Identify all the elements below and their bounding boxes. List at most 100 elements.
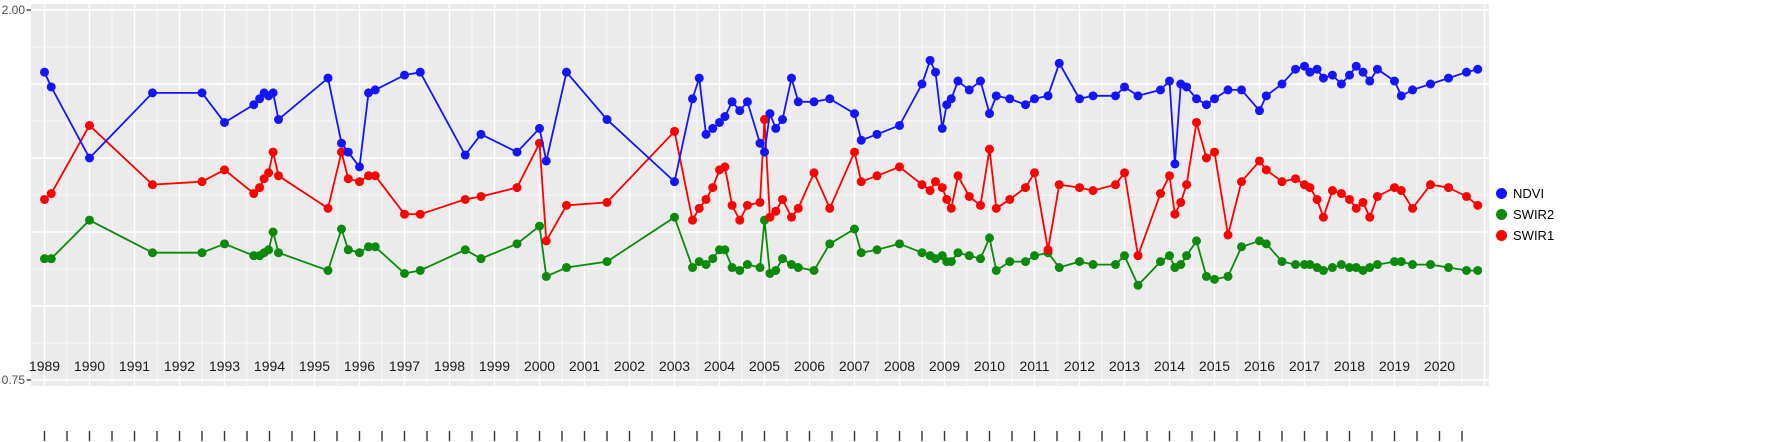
data-point [1444,73,1453,83]
data-point [720,162,730,172]
data-point [1312,64,1322,74]
data-point [562,67,571,77]
data-point [337,224,346,234]
data-point [1088,91,1098,101]
data-point [1408,85,1417,95]
data-point [1210,274,1219,284]
data-point [1365,76,1375,86]
data-point [1351,61,1361,71]
data-point [917,79,927,89]
data-point [1358,265,1368,275]
data-point [701,129,711,139]
x-tick-label: 2012 [1064,358,1095,374]
data-point [1390,76,1399,86]
data-point [264,168,274,178]
data-point [895,239,904,249]
data-point [535,123,544,133]
data-point [946,203,956,213]
data-point [1192,236,1201,246]
data-point [1030,251,1039,261]
data-point [825,94,835,104]
data-point [727,200,737,210]
data-point [735,265,745,275]
data-point [1291,174,1300,184]
data-point [793,203,803,213]
data-point [925,186,935,196]
data-point [1030,94,1039,104]
data-point [1336,79,1346,89]
data-point [85,215,94,225]
data-point [1210,94,1219,104]
data-point [249,189,259,199]
x-tick-label: 2014 [1154,358,1185,374]
data-point [701,194,711,204]
data-point [323,203,333,213]
data-point [1043,245,1053,255]
data-point [1312,194,1322,204]
data-point [1473,200,1483,210]
data-point [850,109,859,119]
data-point [1372,64,1382,74]
data-point [400,268,409,278]
data-point [708,254,718,264]
data-point [670,177,679,187]
data-point [1182,82,1192,92]
series-swir1 [40,115,1483,261]
data-point [793,263,803,273]
data-point [370,85,380,95]
x-tick-label: 1997 [389,358,420,374]
data-point [953,248,963,258]
data-point [1444,183,1453,193]
data-point [825,203,835,213]
data-point [40,67,49,77]
data-point [1030,168,1039,178]
legend-item-swir1: SWIR1 [1496,225,1554,246]
data-point [1473,265,1483,275]
data-point [1156,257,1165,267]
data-point [1170,209,1180,219]
data-point [825,239,835,249]
data-point [40,254,49,264]
data-point [249,100,259,110]
data-point [1305,260,1315,270]
data-point [755,263,765,273]
data-point [268,147,278,157]
x-tick-label: 2004 [704,358,735,374]
data-point [364,171,373,181]
data-point [46,254,56,264]
data-point [85,120,94,130]
x-tick-label: 1996 [344,358,375,374]
data-point [364,242,373,252]
data-point [1170,159,1180,169]
data-point [688,94,697,104]
data-point [1223,271,1233,281]
data-point [541,271,551,281]
x-tick-label: 1991 [119,358,150,374]
data-point [1327,186,1337,196]
data-point [765,212,775,222]
data-point [856,248,866,258]
data-point [337,147,346,157]
data-point [1201,271,1211,281]
data-point [1176,260,1186,270]
data-point [670,212,679,222]
y-tick-label: 2.00 [2,3,26,17]
data-point [1255,106,1264,116]
x-tick-label: 2013 [1109,358,1140,374]
data-point [220,117,229,127]
data-point [1156,189,1165,199]
data-point [953,76,963,86]
data-point [1043,91,1053,101]
series-ndvi [40,55,1483,187]
data-point [1255,236,1264,246]
data-point [355,177,364,187]
data-point [755,197,765,207]
data-point [512,239,522,249]
data-point [535,221,544,231]
x-tick-label: 2008 [884,358,915,374]
data-point [1305,67,1315,77]
data-point [46,189,56,199]
data-point [1021,183,1030,193]
data-point [778,194,787,204]
data-point [991,203,1001,213]
